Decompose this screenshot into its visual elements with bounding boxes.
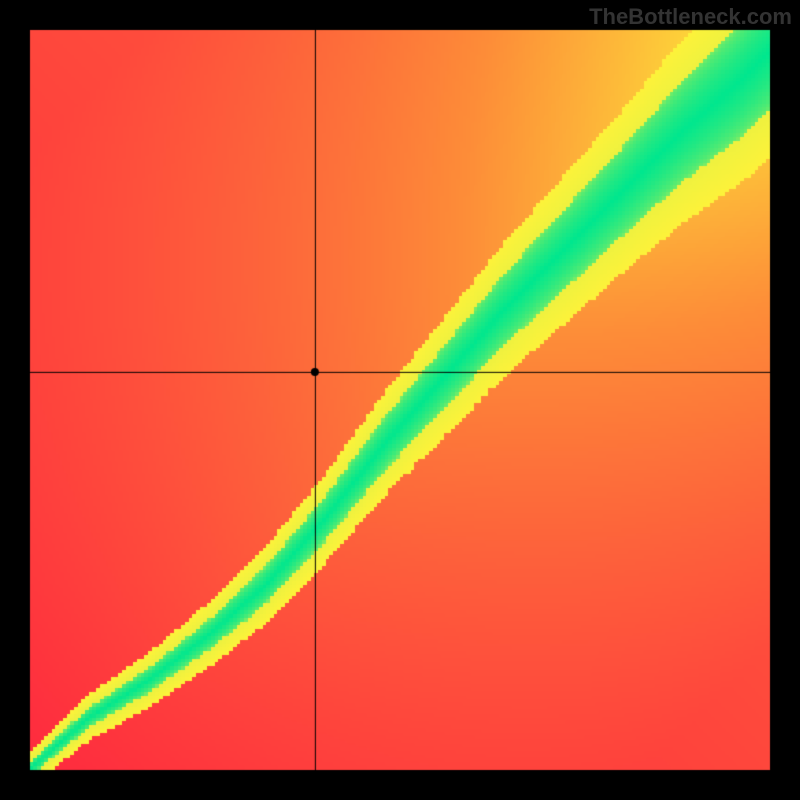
- watermark-text: TheBottleneck.com: [589, 4, 792, 30]
- heatmap-canvas: [0, 0, 800, 800]
- chart-container: TheBottleneck.com: [0, 0, 800, 800]
